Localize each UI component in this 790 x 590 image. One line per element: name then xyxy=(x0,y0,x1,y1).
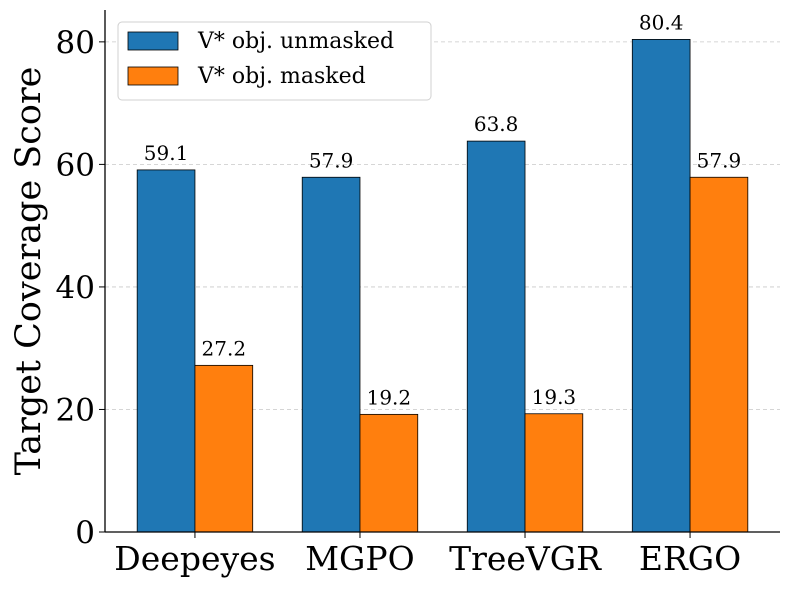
y-tick-label: 80 xyxy=(56,25,95,61)
y-tick-label: 0 xyxy=(75,515,95,551)
data-label: 80.4 xyxy=(639,10,684,34)
bar-0-3 xyxy=(631,39,691,533)
legend-box xyxy=(117,21,432,101)
y-tick-label: 20 xyxy=(56,392,95,428)
bar-1-3 xyxy=(689,176,749,533)
bar-0-2 xyxy=(466,140,526,533)
legend-swatch xyxy=(127,66,179,86)
data-label: 19.2 xyxy=(367,385,412,409)
data-label: 19.3 xyxy=(532,385,577,409)
x-tick-label: TreeVGR xyxy=(449,539,602,578)
legend-swatch xyxy=(127,31,179,51)
x-tick-label: Deepeyes xyxy=(114,539,275,578)
legend-label: V* obj. masked xyxy=(197,64,366,89)
bar-1-0 xyxy=(194,364,254,533)
bar-1-2 xyxy=(524,413,584,533)
y-axis-label: Target Coverage Score xyxy=(9,67,49,476)
bar-0-0 xyxy=(136,169,196,533)
bars xyxy=(136,39,749,533)
data-label: 57.9 xyxy=(697,148,742,172)
y-tick-label: 60 xyxy=(56,147,95,183)
data-label: 63.8 xyxy=(474,112,519,136)
y-tick-label: 40 xyxy=(56,270,95,306)
data-labels: 59.1 57.9 63.8 80.4 27.2 19.2 19.3 57.9 xyxy=(144,10,741,409)
data-label: 27.2 xyxy=(202,336,247,360)
x-tick-label: MGPO xyxy=(305,539,414,578)
data-label: 57.9 xyxy=(309,148,354,172)
axes: 0 20 40 60 80 Deepeyes MGPO TreeVGR ERGO xyxy=(56,10,780,578)
data-label: 59.1 xyxy=(144,141,189,165)
legend-label: V* obj. unmasked xyxy=(197,29,394,54)
legend: V* obj. unmasked V* obj. masked xyxy=(117,21,432,101)
bar-1-1 xyxy=(359,413,419,533)
x-tick-label: ERGO xyxy=(639,539,741,578)
bar-0-1 xyxy=(301,176,361,533)
